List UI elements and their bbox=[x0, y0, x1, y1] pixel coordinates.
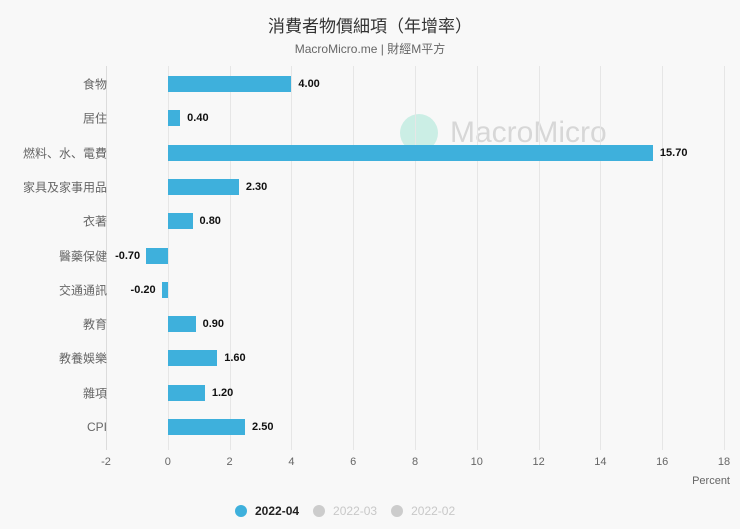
data-label: 2.50 bbox=[252, 421, 274, 433]
legend-label: 2022-04 bbox=[255, 504, 300, 518]
category-label: 家具及家事用品 bbox=[22, 180, 107, 195]
category-label: 交通通訊 bbox=[58, 283, 107, 298]
gridline bbox=[476, 66, 478, 450]
data-label: 1.20 bbox=[211, 386, 234, 399]
data-label: 0.90 bbox=[202, 318, 225, 331]
legend-item-2022-04[interactable]: 2022-04 bbox=[235, 504, 299, 518]
x-tick-label: 0 bbox=[164, 456, 171, 468]
gridline bbox=[600, 66, 602, 450]
chart-title: 消費者物價細項（年增率） bbox=[268, 17, 472, 36]
data-label: 1.60 bbox=[224, 352, 246, 365]
data-label: 4.00 bbox=[298, 78, 320, 90]
gridline bbox=[415, 66, 416, 450]
watermark-text: MacroMicro bbox=[450, 116, 607, 149]
category-label: 衣著 bbox=[82, 214, 107, 229]
gridline bbox=[724, 66, 725, 450]
x-tick-label: 10 bbox=[470, 456, 483, 468]
legend-dot-icon bbox=[313, 505, 326, 517]
category-label: 醫藥保健 bbox=[58, 249, 107, 263]
category-label: 食物 bbox=[82, 77, 107, 92]
gridline bbox=[106, 66, 107, 450]
gridline bbox=[229, 66, 231, 450]
x-tick-label: 6 bbox=[350, 456, 357, 468]
x-tick-label: 2 bbox=[226, 456, 233, 468]
data-label: 2.30 bbox=[245, 180, 268, 193]
bar[interactable] bbox=[167, 419, 246, 435]
data-label: 15.70 bbox=[659, 146, 688, 159]
legend-dot-icon bbox=[391, 505, 404, 517]
x-tick-label: 18 bbox=[717, 456, 731, 468]
category-label: 雜項 bbox=[82, 386, 107, 401]
chart-subtitle: MacroMicro.me | 財經M平方 bbox=[294, 42, 446, 56]
bar[interactable] bbox=[167, 213, 193, 230]
bar[interactable] bbox=[167, 316, 196, 333]
legend: 2022-04 2022-03 2022-02 bbox=[235, 504, 455, 518]
bar[interactable] bbox=[161, 281, 168, 298]
category-label: 教養娛樂 bbox=[58, 351, 107, 366]
bar[interactable] bbox=[167, 110, 181, 127]
x-tick-label: 16 bbox=[656, 456, 669, 468]
x-tick-label: 14 bbox=[594, 456, 607, 468]
bar[interactable] bbox=[167, 384, 205, 401]
legend-item-2022-02[interactable]: 2022-02 bbox=[391, 504, 455, 518]
gridline bbox=[662, 66, 664, 450]
legend-label: 2022-02 bbox=[411, 504, 456, 518]
legend-label: 2022-03 bbox=[333, 504, 378, 518]
bar[interactable] bbox=[146, 247, 168, 264]
gridline bbox=[353, 66, 355, 450]
category-label: 燃料、水、電費 bbox=[22, 146, 107, 161]
x-tick-label: -2 bbox=[101, 456, 111, 468]
x-axis-title: Percent bbox=[692, 475, 730, 487]
bar[interactable] bbox=[167, 178, 239, 195]
gridline bbox=[291, 66, 293, 450]
data-label: 0.40 bbox=[187, 112, 209, 125]
gridline bbox=[167, 66, 169, 450]
x-tick-label: 8 bbox=[411, 456, 419, 468]
bar[interactable] bbox=[167, 144, 653, 161]
data-label: -0.70 bbox=[115, 249, 141, 262]
category-label: CPI bbox=[86, 420, 107, 434]
data-label: -0.20 bbox=[130, 283, 156, 296]
bar[interactable] bbox=[167, 350, 218, 367]
category-label: 教育 bbox=[82, 317, 107, 332]
x-tick-label: 12 bbox=[532, 456, 545, 468]
data-label: 0.80 bbox=[199, 215, 221, 228]
gridline bbox=[538, 66, 540, 450]
legend-dot-icon bbox=[235, 505, 247, 517]
legend-item-2022-03[interactable]: 2022-03 bbox=[313, 504, 377, 518]
category-label: 居住 bbox=[82, 111, 107, 126]
bar[interactable] bbox=[167, 76, 292, 92]
x-tick-label: 4 bbox=[288, 456, 295, 468]
